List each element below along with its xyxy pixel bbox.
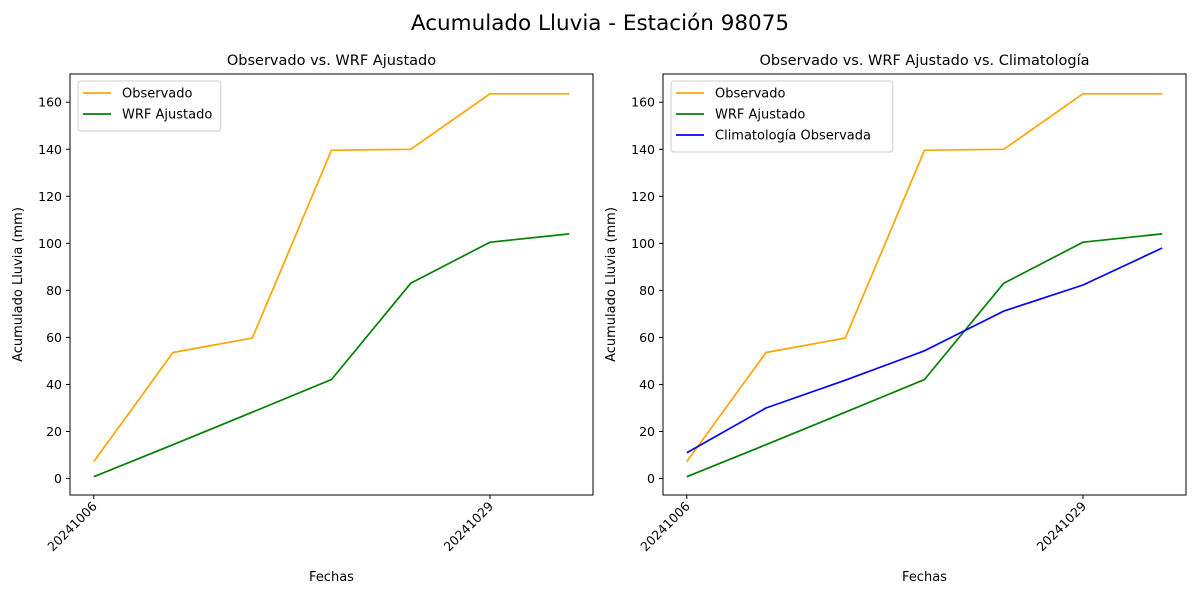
x-tick-label: 20241006 xyxy=(44,498,100,554)
legend: Observado WRF Ajustado xyxy=(77,80,222,132)
y-tick-label: 120 xyxy=(631,189,655,204)
y-tick-label: 40 xyxy=(639,377,655,392)
chart-panel-left: Observado vs. WRF Ajustado 0 20 40 60 80 100 12… xyxy=(11,53,594,585)
legend-entry: Climatología Observada xyxy=(715,129,871,144)
series-line-observado xyxy=(686,92,1163,463)
y-tick-label: 0 xyxy=(54,471,62,486)
y-axis-label: Acumulado Lluvia (mm) xyxy=(604,207,619,362)
y-tick-label: 20 xyxy=(639,424,655,439)
series-line-wrf-ajustado xyxy=(93,233,570,478)
y-tick-label: 20 xyxy=(46,424,62,439)
axes-frame xyxy=(69,73,594,496)
series-line-observado xyxy=(93,92,570,463)
x-tick-label: 20241029 xyxy=(1034,498,1090,554)
y-tick-label: 80 xyxy=(46,283,62,298)
series-line-climatolog-a-observada xyxy=(686,247,1163,454)
y-tick-label: 60 xyxy=(639,330,655,345)
legend: Observado WRF Ajustado Climatología Observ… xyxy=(670,80,894,153)
y-tick-label: 80 xyxy=(639,283,655,298)
legend-frame xyxy=(670,80,894,153)
y-tick-label: 160 xyxy=(38,95,62,110)
y-tick-label: 140 xyxy=(631,142,655,157)
y-tick-label: 40 xyxy=(46,377,62,392)
legend-entry: Observado xyxy=(122,87,193,102)
legend-entry: WRF Ajustado xyxy=(715,108,805,123)
x-tick-label: 20241029 xyxy=(441,498,497,554)
y-tick-label: 0 xyxy=(647,471,655,486)
chart-title: Observado vs. WRF Ajustado xyxy=(227,53,436,69)
x-axis-label: Fechas xyxy=(902,570,947,585)
y-tick-label: 140 xyxy=(38,142,62,157)
y-tick-label: 100 xyxy=(38,236,62,251)
y-tick-label: 160 xyxy=(631,95,655,110)
y-tick-label: 60 xyxy=(46,330,62,345)
figure-suptitle: Acumulado Lluvia - Estación 98075 xyxy=(411,11,789,36)
x-tick-label: 20241006 xyxy=(637,498,693,554)
series-line-wrf-ajustado xyxy=(686,233,1163,478)
y-tick-label: 100 xyxy=(631,236,655,251)
y-tick-label: 120 xyxy=(38,189,62,204)
x-axis-label: Fechas xyxy=(309,570,354,585)
axes-frame xyxy=(662,73,1187,496)
chart-title: Observado vs. WRF Ajustado vs. Climatolo… xyxy=(760,53,1090,69)
chart-panel-right: Observado vs. WRF Ajustado vs. Climatolo… xyxy=(604,53,1187,585)
y-axis-label: Acumulado Lluvia (mm) xyxy=(11,207,26,362)
legend-frame xyxy=(77,80,222,132)
legend-entry: Observado xyxy=(715,87,786,102)
legend-entry: WRF Ajustado xyxy=(122,108,212,123)
